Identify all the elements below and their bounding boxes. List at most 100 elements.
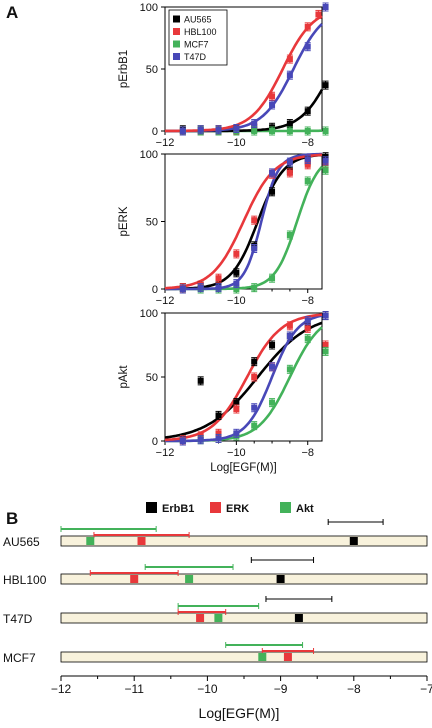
- data-point-mcf7: [304, 128, 311, 134]
- data-point-hbl100: [251, 374, 258, 380]
- x-tick-label: −10: [227, 295, 246, 307]
- x-tick-label: −12: [156, 137, 175, 149]
- plot-frame: [164, 312, 323, 442]
- data-point-hbl100: [215, 430, 222, 437]
- data-point-t47d: [286, 333, 293, 340]
- legend-swatch-hbl100: [173, 28, 180, 35]
- legend-swatch-mcf7: [173, 40, 180, 48]
- data-point-t47d: [269, 169, 276, 176]
- data-point-mcf7: [286, 128, 293, 134]
- y-tick-label: 0: [152, 436, 158, 448]
- ec50-marker-erk: [130, 575, 139, 583]
- row-mcf7: MCF7: [3, 642, 428, 665]
- data-point-t47d: [179, 438, 186, 444]
- y-tick-label: 100: [140, 308, 158, 320]
- plot-perbb1: 0 50 100 −12 −10 −8 pErbB1 AU565 HBL100 MCF7 T47D: [118, 2, 329, 149]
- ec50-marker-erk: [196, 614, 205, 622]
- data-point-t47d: [322, 4, 329, 10]
- data-point-hbl100: [315, 11, 322, 18]
- row-label: T47D: [3, 612, 33, 626]
- row-label: MCF7: [3, 651, 36, 665]
- data-point-t47d: [304, 43, 311, 50]
- fit-curve-mcf7: [165, 165, 323, 291]
- row-label: AU565: [3, 535, 40, 549]
- data-point-hbl100: [304, 161, 311, 168]
- data-point-t47d: [233, 280, 240, 287]
- data-point-hbl100: [304, 325, 311, 332]
- ec50-marker-erbb1: [349, 537, 358, 545]
- y-tick-label: 100: [140, 2, 158, 14]
- legend-label: MCF7: [184, 40, 209, 50]
- y-axis-label: pERK: [118, 206, 130, 236]
- ec50-marker-akt: [258, 653, 267, 661]
- fit-curve-t47d: [165, 152, 322, 291]
- fit-curve-au565: [164, 321, 323, 439]
- legend: AU565 HBL100 MCF7 T47D: [168, 9, 228, 66]
- data-point-t47d: [179, 286, 186, 292]
- fit-curve-hbl100: [164, 313, 323, 442]
- data-point-hbl100: [304, 23, 311, 30]
- data-point-mcf7: [304, 335, 311, 342]
- ec50-marker-erk: [283, 653, 292, 661]
- y-tick-label: 50: [146, 372, 158, 384]
- data-point-mcf7: [233, 286, 240, 292]
- data-point-mcf7: [251, 422, 258, 429]
- data-point-t47d: [197, 284, 204, 291]
- x-axis-label: Log[EGF(M)]: [210, 462, 276, 474]
- fit-curve-hbl100: [165, 14, 323, 133]
- x-tick-label: −8: [347, 682, 361, 696]
- data-point-t47d: [269, 101, 276, 108]
- data-point-t47d: [304, 317, 311, 324]
- legend-swatch-erk: [210, 502, 221, 513]
- legend-label: HBL100: [184, 27, 217, 37]
- data-point-mcf7: [322, 128, 329, 134]
- data-point-au565: [322, 82, 329, 89]
- x-tick-label: −10: [227, 447, 246, 459]
- plot-perk: 0 50 100 −12 −10 −8 pERK: [118, 149, 329, 307]
- data-point-hbl100: [251, 217, 258, 224]
- y-axis-label: pAkt: [118, 365, 130, 389]
- legend-label: ERK: [226, 503, 249, 515]
- legend-label: AU565: [184, 15, 212, 25]
- data-point-t47d: [233, 430, 240, 437]
- data-point-t47d: [269, 363, 276, 370]
- data-point-hbl100: [233, 250, 240, 257]
- x-tick-label: −12: [156, 295, 175, 307]
- data-point-t47d: [286, 159, 293, 166]
- data-point-mcf7: [286, 366, 293, 373]
- x-tick-label: −7: [420, 682, 432, 696]
- y-tick-label: 0: [152, 284, 158, 296]
- data-point-hbl100: [286, 169, 293, 176]
- data-point-mcf7: [269, 275, 276, 282]
- legend-label: T47D: [184, 52, 207, 62]
- x-tick-label: −8: [301, 137, 314, 149]
- x-tick-label: −8: [301, 447, 314, 459]
- ec50-marker-erk: [137, 537, 146, 545]
- data-point-hbl100: [215, 275, 222, 282]
- data-point-au565: [197, 377, 204, 384]
- x-tick-label: −10: [227, 137, 246, 149]
- legend-swatch-au565: [173, 15, 180, 23]
- data-point-au565: [251, 358, 258, 365]
- ec50-marker-erbb1: [276, 575, 285, 583]
- data-point-t47d: [322, 312, 329, 319]
- range-bar: [60, 612, 428, 624]
- range-bar: [60, 651, 428, 663]
- x-tick-label: −8: [301, 295, 314, 307]
- y-tick-label: 50: [146, 217, 158, 229]
- row-t47d: T47D: [3, 596, 428, 626]
- x-tick-label: −12: [156, 447, 175, 459]
- data-point-hbl100: [286, 56, 293, 63]
- data-point-t47d: [251, 120, 258, 127]
- data-point-au565: [215, 412, 222, 419]
- row-hbl100: HBL100: [3, 557, 428, 587]
- row-label: HBL100: [3, 573, 47, 587]
- panel-a-label: A: [6, 3, 18, 22]
- data-point-t47d: [179, 128, 186, 134]
- x-tick-label: −11: [124, 682, 144, 696]
- data-point-au565: [233, 399, 240, 406]
- data-point-t47d: [215, 126, 222, 133]
- data-point-mcf7: [269, 128, 276, 134]
- legend-label: Akt: [296, 503, 314, 515]
